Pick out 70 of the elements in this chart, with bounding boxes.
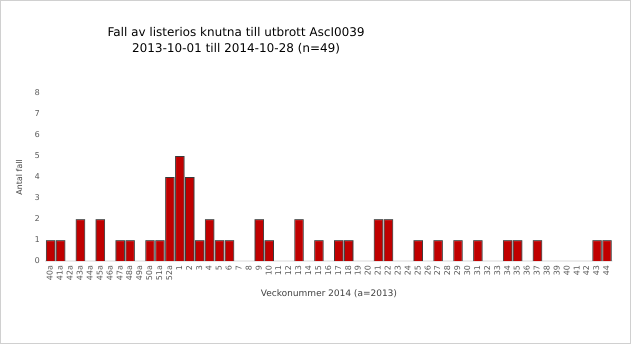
y-tick-label: 3 [34,193,40,202]
chart-subtitle: 2013-10-01 till 2014-10-28 (n=49) [131,41,341,55]
x-tick-label: 23 [393,265,402,276]
x-tick-label: 41a [56,265,65,280]
x-tick-label: 32 [482,265,492,276]
x-tick-label: 27 [433,265,442,276]
x-tick-label: 9 [254,265,264,270]
x-tick-label: 21 [374,265,383,276]
x-tick-label: 1 [174,265,184,270]
x-tick-label: 50a [145,265,154,280]
x-tick-label: 12 [284,265,294,276]
x-tick-label: 3 [194,265,204,270]
x-tick-label: 47a [115,265,124,280]
x-tick-label: 19 [354,265,363,276]
x-tick-label: 5 [214,265,224,270]
x-tick-label: 41 [572,265,582,276]
y-axis-title: Antal fall [14,159,24,195]
x-tick-label: 51a [155,265,164,280]
x-tick-label: 18 [344,265,353,276]
x-tick-label: 42a [66,265,75,280]
x-tick-label: 25 [413,265,422,276]
y-tick-label: 4 [34,172,40,182]
x-tick-label: 2 [184,265,194,270]
x-tick-label: 14 [304,265,314,276]
y-tick-label: 8 [34,88,40,98]
x-tick-label: 7 [234,265,244,270]
x-tick-label: 39 [552,265,562,276]
x-tick-label: 52a [164,265,174,280]
x-tick-label: 4 [204,265,214,270]
x-tick-label: 20 [364,265,373,276]
x-tick-label: 45a [95,265,104,280]
y-tick-label: 7 [34,109,40,118]
x-tick-label: 28 [443,265,452,276]
x-tick-label: 11 [274,265,284,276]
x-tick-label: 35 [512,265,522,276]
x-tick-label: 33 [492,265,502,276]
x-tick-label: 26 [423,265,432,276]
x-tick-label: 6 [224,265,234,270]
x-tick-label: 17 [334,265,343,276]
x-tick-label: 15 [314,265,323,276]
x-tick-label: 31 [472,265,482,276]
x-axis-title: Veckonummer 2014 (a=2013) [260,288,397,299]
x-tick-label: 44a [85,265,94,280]
x-tick-label: 22 [384,265,393,276]
x-tick-label: 49a [135,265,144,280]
x-tick-label: 38 [542,265,552,276]
x-tick-label: 46a [105,265,114,280]
x-tick-label: 43a [76,265,85,280]
x-tick-label: 16 [324,265,333,276]
x-tick-label: 30 [463,265,472,276]
x-tick-label: 36 [522,265,532,276]
y-tick-label: 5 [34,151,40,160]
x-tick-label: 48a [125,265,134,280]
x-tick-label: 10 [264,265,274,276]
x-tick-label: 8 [244,265,254,270]
y-tick-label: 2 [34,214,40,224]
x-tick-label: 42 [582,265,592,276]
x-tick-label: 43 [592,265,602,276]
chart-title: Fall av listerios knutna till utbrott AscI0039 [106,25,366,39]
y-tick-label: 6 [34,130,40,140]
x-tick-label: 40 [562,265,572,276]
x-tick-label: 44 [602,265,612,276]
y-tick-label: 1 [34,235,40,244]
x-tick-label: 13 [294,265,304,276]
x-tick-label: 37 [532,265,542,276]
x-tick-label: 40a [46,265,55,280]
y-tick-label: 0 [34,256,40,266]
x-tick-label: 29 [453,265,462,276]
x-tick-label: 24 [403,265,412,276]
x-tick-label: 34 [502,265,512,276]
